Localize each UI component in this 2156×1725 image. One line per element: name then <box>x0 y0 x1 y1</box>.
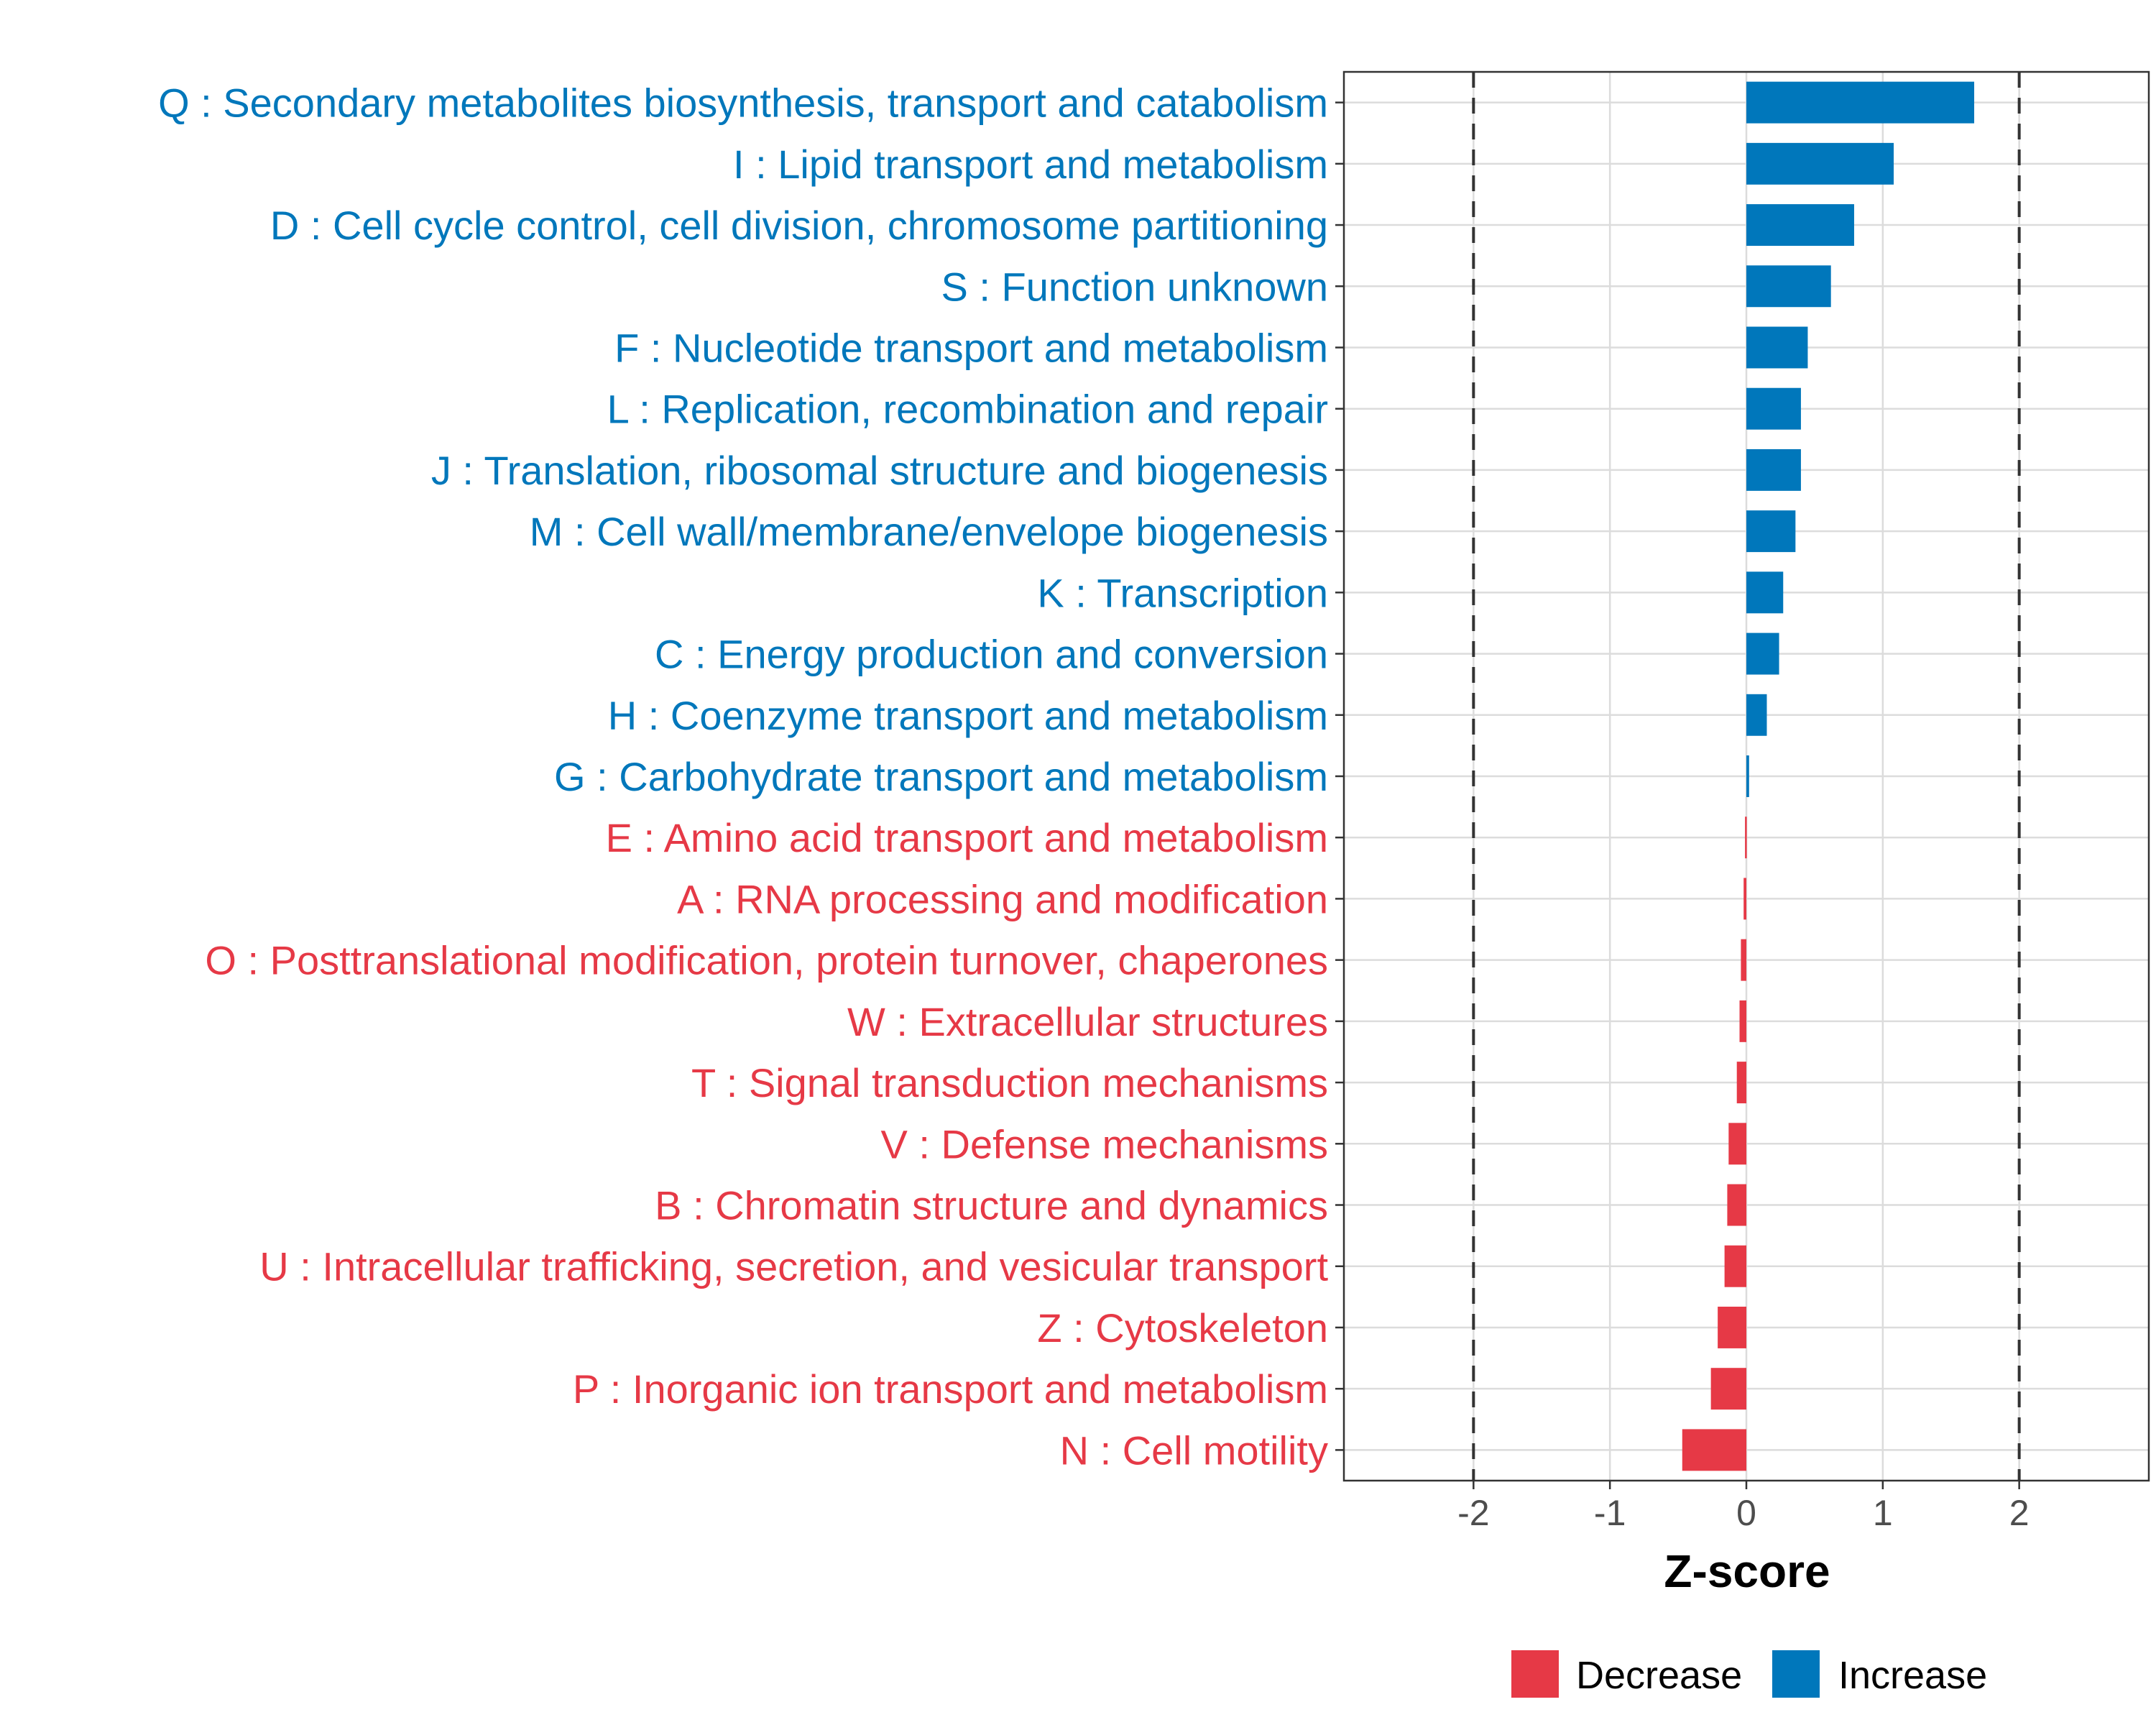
category-label-k: K : Transcription <box>1037 570 1328 615</box>
category-label-d: D : Cell cycle control, cell division, c… <box>270 203 1328 248</box>
category-label-n: N : Cell motility <box>1060 1427 1328 1473</box>
bar-q <box>1746 81 1975 124</box>
bar-a <box>1743 878 1746 920</box>
category-label-e: E : Amino acid transport and metabolism <box>606 815 1328 860</box>
legend-label-increase: Increase <box>1838 1654 1987 1697</box>
category-label-g: G : Carbohydrate transport and metabolis… <box>554 754 1328 799</box>
y-ticks <box>1335 101 1344 1451</box>
category-label-l: L : Replication, recombination and repai… <box>607 387 1328 432</box>
bar-v <box>1728 1123 1746 1165</box>
bar-c <box>1746 632 1779 675</box>
category-label-z: Z : Cytoskeleton <box>1037 1305 1328 1351</box>
legend-swatch-increase <box>1772 1650 1820 1698</box>
category-labels: Q : Secondary metabolites biosynthesis, … <box>158 80 1328 1473</box>
category-label-p: P : Inorganic ion transport and metaboli… <box>573 1366 1328 1412</box>
reference-lines <box>1472 72 2021 1481</box>
category-label-m: M : Cell wall/membrane/envelope biogenes… <box>530 509 1328 554</box>
bars <box>1682 81 1975 1471</box>
legend-label-decrease: Decrease <box>1576 1654 1742 1697</box>
category-label-j: J : Translation, ribosomal structure and… <box>431 448 1328 493</box>
category-label-o: O : Posttranslational modification, prot… <box>205 938 1328 983</box>
category-label-v: V : Defense mechanisms <box>881 1121 1328 1167</box>
bar-t <box>1736 1062 1746 1104</box>
bar-u <box>1724 1245 1746 1287</box>
bar-f <box>1746 326 1808 369</box>
bar-l <box>1746 387 1801 430</box>
category-label-h: H : Coenzyme transport and metabolism <box>608 693 1328 738</box>
bar-m <box>1746 510 1796 553</box>
bar-p <box>1710 1368 1746 1410</box>
x-tick-label: 2 <box>2009 1493 2030 1533</box>
bar-z <box>1718 1306 1746 1348</box>
category-label-t: T : Signal transduction mechanisms <box>691 1060 1328 1105</box>
x-axis-title: Z-score <box>1664 1545 1830 1597</box>
bar-k <box>1746 571 1784 614</box>
bar-w <box>1739 1000 1746 1042</box>
category-label-q: Q : Secondary metabolites biosynthesis, … <box>158 80 1328 126</box>
x-tick-label: -2 <box>1457 1493 1489 1533</box>
legend: Decrease Increase <box>1511 1650 1987 1698</box>
category-label-c: C : Energy production and conversion <box>655 632 1328 677</box>
category-label-b: B : Chromatin structure and dynamics <box>655 1183 1328 1228</box>
bar-h <box>1746 694 1767 736</box>
category-label-f: F : Nucleotide transport and metabolism <box>614 325 1328 370</box>
bar-g <box>1746 755 1749 797</box>
bar-j <box>1746 448 1801 491</box>
category-label-u: U : Intracellular trafficking, secretion… <box>259 1244 1328 1289</box>
bar-n <box>1682 1429 1746 1471</box>
x-ticks: -2 -1 0 1 2 <box>1457 1481 2030 1533</box>
x-tick-label: 1 <box>1873 1493 1893 1533</box>
category-label-s: S : Function unknown <box>941 264 1328 309</box>
category-label-w: W : Extracellular structures <box>847 999 1328 1044</box>
x-tick-label: -1 <box>1594 1493 1626 1533</box>
category-label-a: A : RNA processing and modification <box>677 876 1328 921</box>
category-label-i: I : Lipid transport and metabolism <box>733 142 1328 187</box>
bar-e <box>1745 816 1747 859</box>
bar-s <box>1746 265 1831 308</box>
bar-i <box>1746 142 1894 185</box>
bar-d <box>1746 204 1854 247</box>
x-tick-label: 0 <box>1736 1493 1756 1533</box>
bar-o <box>1741 939 1746 981</box>
legend-swatch-decrease <box>1511 1650 1559 1698</box>
bar-b <box>1727 1184 1746 1226</box>
